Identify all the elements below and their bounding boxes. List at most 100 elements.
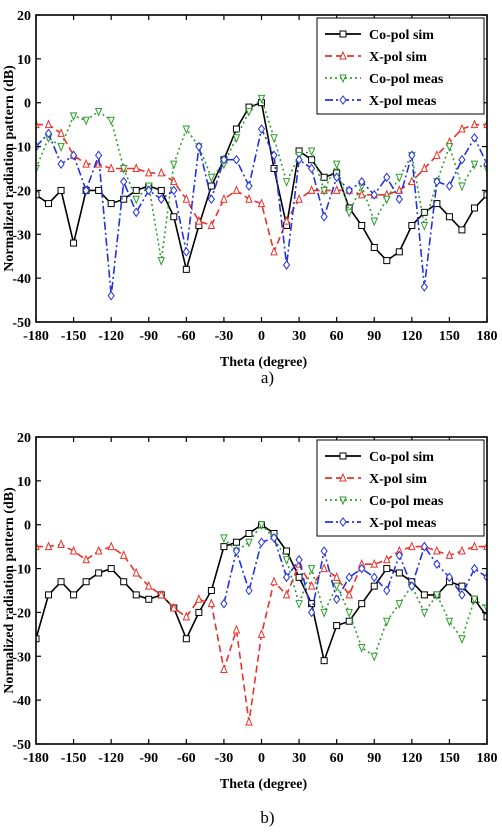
y-tick-label: -10 — [12, 141, 31, 156]
data-point — [45, 200, 53, 208]
data-point — [458, 226, 466, 234]
data-point — [44, 128, 53, 139]
data-point — [370, 217, 379, 227]
data-point — [307, 580, 316, 590]
data-point — [408, 541, 416, 551]
data-point — [245, 193, 253, 203]
data-point — [157, 257, 166, 266]
legend-item: X-pol meas — [325, 94, 437, 109]
legend-marker — [339, 74, 347, 84]
data-point — [132, 186, 140, 194]
data-point — [307, 185, 316, 194]
data-point — [470, 563, 479, 574]
legend: Co-pol sim X-pol sim Co-pol meas X-pol meas — [316, 17, 485, 115]
data-point — [157, 186, 165, 194]
data-point — [44, 541, 53, 551]
data-point — [195, 594, 203, 603]
x-tick-label: 60 — [330, 751, 344, 766]
data-point — [345, 185, 353, 196]
data-point — [370, 582, 378, 590]
data-point — [82, 158, 90, 168]
data-point — [458, 590, 466, 600]
data-point — [220, 193, 228, 203]
data-point — [245, 181, 253, 191]
y-axis-label: Normalized radiation pattern (dB) — [2, 65, 17, 272]
data-point — [408, 581, 416, 591]
data-point — [320, 608, 328, 618]
data-point — [295, 193, 303, 203]
data-point — [383, 565, 391, 573]
data-point — [57, 143, 65, 152]
data-point — [332, 160, 341, 170]
data-point — [483, 613, 487, 621]
data-point — [408, 150, 416, 161]
data-point — [245, 529, 253, 537]
legend-marker — [339, 517, 347, 527]
data-point — [420, 222, 429, 231]
data-point — [182, 265, 190, 273]
data-point — [433, 545, 441, 555]
data-point — [107, 541, 115, 551]
legend-label: X-pol meas — [369, 94, 437, 109]
data-point — [69, 150, 78, 161]
legend-marker — [339, 472, 347, 482]
y-tick-label: -50 — [12, 738, 31, 753]
data-point — [370, 189, 378, 200]
data-point — [36, 191, 40, 199]
data-point — [383, 617, 391, 627]
data-point — [170, 160, 178, 170]
data-point — [257, 124, 266, 134]
data-point — [358, 563, 366, 574]
data-point — [144, 167, 153, 177]
data-point — [470, 119, 479, 129]
data-point — [395, 550, 403, 561]
data-point — [232, 134, 241, 144]
data-point — [245, 585, 253, 596]
data-point — [82, 116, 90, 126]
data-point — [333, 594, 341, 605]
data-point — [445, 143, 454, 152]
y-axis-label: Normalized radiation pattern (dB) — [2, 487, 17, 694]
x-tick-label: -60 — [177, 751, 196, 766]
data-point — [320, 186, 328, 196]
data-point — [36, 635, 40, 643]
data-point — [470, 541, 479, 551]
data-point — [107, 116, 115, 126]
data-point — [120, 176, 128, 187]
data-point — [408, 222, 416, 230]
data-point — [107, 163, 115, 172]
data-point — [282, 589, 291, 599]
data-point — [170, 185, 178, 196]
data-point — [420, 591, 428, 599]
data-point — [119, 550, 128, 559]
data-point — [370, 572, 378, 583]
data-point — [170, 213, 178, 221]
data-point — [307, 147, 316, 157]
data-point — [295, 600, 303, 609]
data-point — [395, 173, 404, 183]
x-tick-label: 30 — [292, 329, 306, 344]
x-tick-label: -180 — [23, 751, 49, 766]
data-point — [207, 194, 216, 205]
data-point — [232, 185, 241, 194]
data-point — [395, 248, 403, 256]
data-point — [207, 587, 215, 594]
data-point — [245, 107, 253, 117]
data-point — [144, 580, 153, 590]
data-point — [408, 176, 416, 186]
legend-marker — [339, 496, 347, 506]
data-point — [207, 220, 216, 230]
data-point — [232, 125, 240, 133]
legend-label: X-pol sim — [369, 50, 427, 65]
x-tick-label: 60 — [330, 329, 344, 344]
data-point — [358, 176, 366, 187]
data-point — [107, 565, 115, 573]
y-tick-label: 20 — [17, 431, 31, 446]
data-point — [433, 200, 441, 208]
data-point — [295, 573, 303, 581]
data-point — [383, 554, 391, 564]
data-point — [357, 189, 366, 199]
x-tick-label: -150 — [61, 751, 87, 766]
data-point — [132, 207, 140, 218]
legend-marker — [339, 30, 347, 38]
